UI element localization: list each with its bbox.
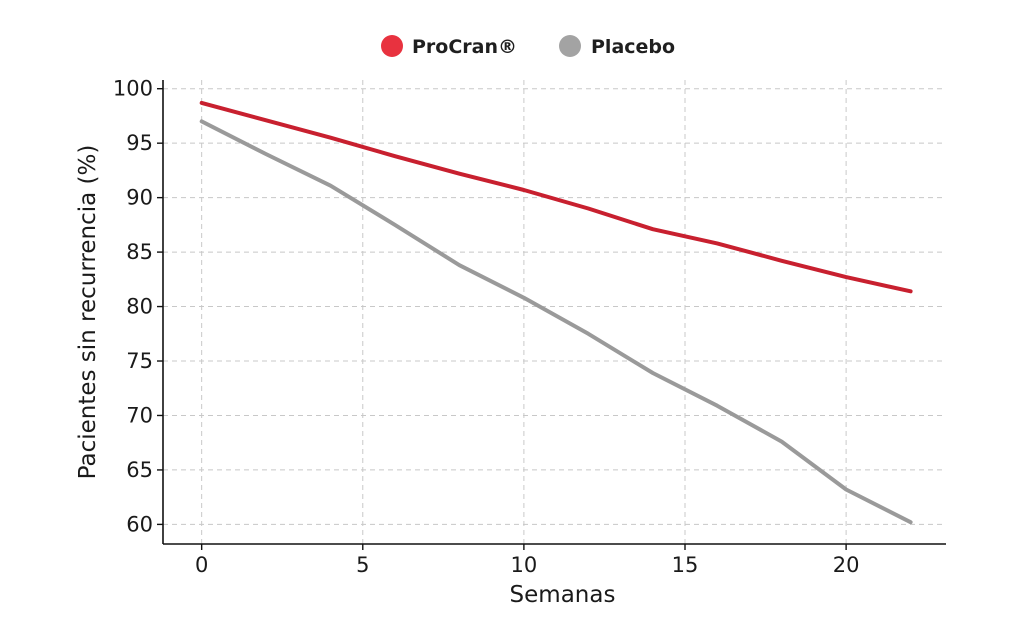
x-tick-label: 0	[195, 553, 208, 577]
series-layer	[199, 100, 913, 525]
y-tick-label: 75	[126, 349, 153, 373]
legend-label-procran: ProCran®	[412, 36, 517, 58]
series-line-placebo	[199, 119, 913, 525]
legend-marker-placebo	[559, 35, 581, 57]
y-tick-label: 95	[126, 131, 153, 155]
legend: ProCran® Placebo	[381, 35, 675, 58]
grid	[163, 80, 946, 544]
x-axis-title: Semanas	[510, 582, 616, 608]
axes: 0 5 10 15 20 60 65 70 75 80 85 90 95 100	[113, 77, 946, 577]
x-tick-label: 20	[833, 553, 860, 577]
y-tick-label: 100	[113, 77, 153, 101]
x-tick-label: 5	[356, 553, 369, 577]
y-tick-label: 65	[126, 458, 153, 482]
y-tick-label: 90	[126, 186, 153, 210]
legend-marker-procran	[381, 35, 403, 57]
y-tick-label: 85	[126, 240, 153, 264]
y-tick-label: 80	[126, 295, 153, 319]
x-tick-label: 10	[511, 553, 538, 577]
legend-label-placebo: Placebo	[591, 36, 675, 58]
x-tick-label: 15	[672, 553, 699, 577]
series-line-procran	[199, 100, 913, 294]
y-tick-label: 70	[126, 403, 153, 427]
y-tick-label: 60	[126, 512, 153, 536]
y-axis-title: Pacientes sin recurrencia (%)	[75, 145, 101, 480]
